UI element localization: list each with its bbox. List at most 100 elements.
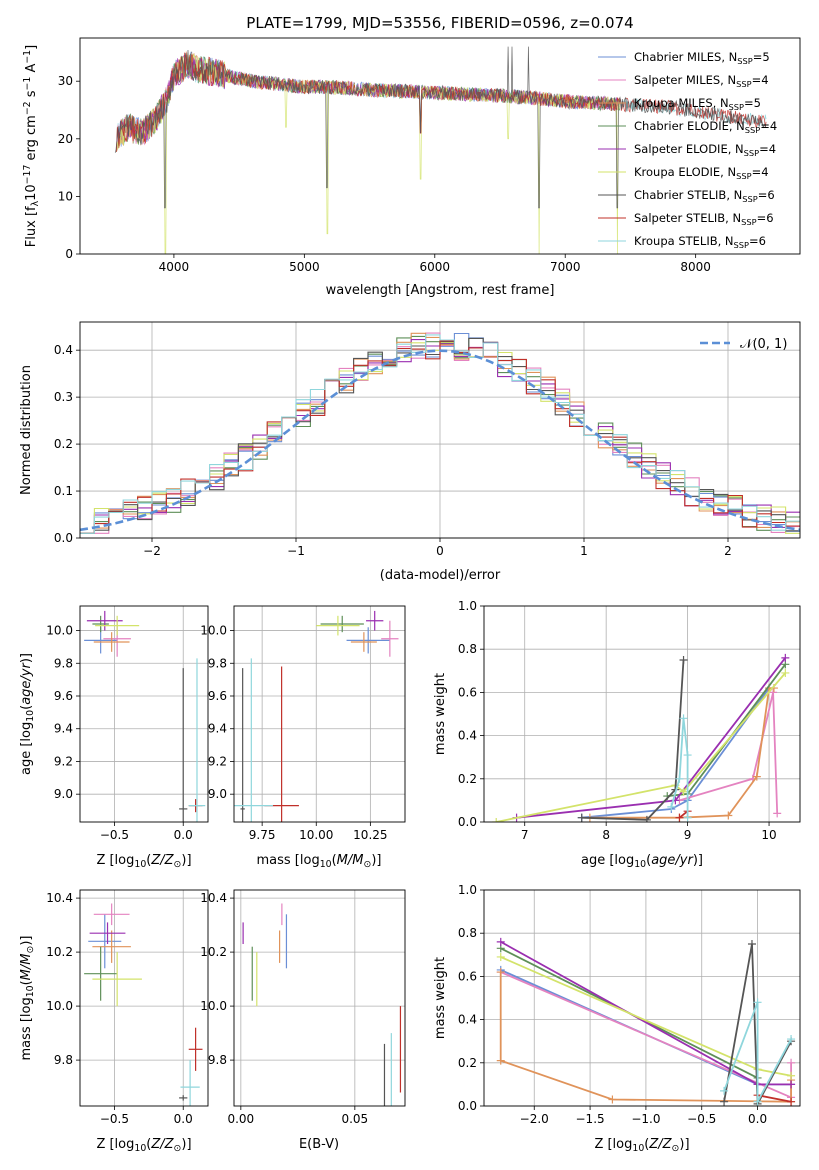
label-part: ] [24, 45, 39, 50]
x-tick-label: 6000 [420, 260, 451, 274]
weight-marker [679, 714, 688, 723]
legend-entry: Salpeter STELIB, NSSP=6 [634, 211, 774, 227]
label-part: Chabrier STELIB, N [634, 188, 742, 202]
label-part: Z [log [594, 1137, 632, 1152]
y-tick-label: 9.2 [208, 754, 227, 768]
plot-area [492, 653, 790, 822]
grid-lines [234, 890, 405, 1106]
y-axis-label: mass [log10(M/M⊙)] [19, 936, 36, 1061]
label-part: Salpeter MILES, N [634, 73, 736, 87]
weight-series-line [679, 692, 779, 814]
label-part: −1 [22, 77, 33, 91]
y-tick-label: 9.8 [208, 656, 227, 670]
x-tick-label: 4000 [159, 260, 190, 274]
axis-label: age [log10(age/yr)] [581, 853, 703, 870]
legend-entry: Chabrier MILES, NSSP=5 [634, 50, 770, 66]
axes-border [233, 889, 406, 1107]
label-part: 10 [24, 184, 39, 201]
label-part: 10 [320, 859, 332, 870]
x-axis-label: Z [log10(Z/Z⊙)] [594, 1137, 689, 1154]
label-part: SSP [737, 56, 752, 66]
x-tick-label: −1.0 [631, 1112, 660, 1126]
weight-marker [642, 815, 651, 822]
label-part: 10 [634, 859, 646, 870]
label-part: SSP [736, 171, 751, 181]
y-tick-label: 0.0 [458, 1099, 477, 1113]
weight-marker [787, 1071, 796, 1080]
weight-marker [753, 998, 762, 1007]
y-tick-label: 10.2 [200, 945, 227, 959]
x-tick-label: 8 [602, 828, 610, 842]
y-tick-label: 0 [65, 247, 73, 261]
weight-marker [683, 813, 692, 822]
label-part: ( [19, 705, 34, 710]
weight-marker [724, 811, 733, 820]
y-tick-label: 10 [58, 189, 73, 203]
plot-area [84, 610, 206, 822]
label-part: −17 [22, 165, 33, 185]
x-tick-label: 9.75 [249, 828, 276, 842]
weight-marker [747, 940, 756, 948]
legend-entry: Kroupa STELIB, NSSP=6 [634, 234, 766, 250]
y-axis-label: Normed distribution [19, 365, 34, 495]
label-part: =6 [757, 211, 774, 225]
weight-marker [683, 751, 692, 760]
label-part: Kroupa MILES, N [634, 96, 729, 110]
axes-frame: 7 8 9 10 0.0 0.2 0.4 0.6 0.8 1.0 mass weight age [l… [433, 599, 801, 870]
label-part: =4 [752, 73, 769, 87]
legend-entry: Kroupa ELODIE, NSSP=4 [634, 165, 769, 181]
label-part: SSP [744, 148, 759, 158]
label-part: ⊙ [174, 1143, 182, 1154]
label-part: Chabrier ELODIE, N [634, 119, 745, 133]
label-part: SSP [745, 125, 760, 135]
y-tick-label: 10.2 [46, 945, 73, 959]
chart-mass-vs-ebv: 0.00 0.05 9.8 10.0 10.2 10.4 E(B-V) [200, 889, 406, 1152]
axes-frame: 0.00 0.05 9.8 10.0 10.2 10.4 E(B-V) [200, 889, 406, 1152]
y-tick-label: 9.4 [54, 722, 73, 736]
y-tick-label: 10.0 [200, 624, 227, 638]
label-part: mass [log [257, 853, 320, 868]
plot-area [496, 937, 796, 1106]
plot-area [84, 903, 203, 1106]
normal-curve [80, 349, 800, 532]
label-part: Kroupa STELIB, N [634, 234, 734, 248]
axes-border [79, 321, 801, 539]
weight-series-line [496, 672, 786, 822]
axes-border [79, 37, 801, 255]
plot-area [234, 610, 399, 822]
legend-entry: Chabrier STELIB, NSSP=6 [634, 188, 775, 204]
y-tick-label: 10.0 [46, 624, 73, 638]
y-tick-label: 9.6 [54, 689, 73, 703]
label-part: 10 [134, 1143, 146, 1154]
weight-marker [675, 774, 684, 783]
y-tick-label: 10.0 [46, 999, 73, 1013]
label-part: −1 [22, 50, 33, 64]
y-tick-label: 9.2 [54, 754, 73, 768]
histogram-step [80, 334, 800, 534]
x-tick-label: 10.25 [353, 828, 387, 842]
weight-marker [769, 688, 778, 697]
label-part: age [log [19, 722, 34, 775]
y-tick-label: 0.4 [458, 1013, 477, 1027]
x-tick-label: 1 [580, 544, 588, 558]
y-tick-label: 0.4 [458, 729, 477, 743]
y-tick-label: 1.0 [458, 883, 477, 897]
label-part: λ [30, 200, 41, 206]
weight-marker [753, 1097, 762, 1106]
y-tick-label: 9.8 [54, 1053, 73, 1067]
y-tick-label: 0.8 [458, 926, 477, 940]
y-tick-label: 0.2 [54, 437, 73, 451]
weight-marker [787, 1080, 796, 1089]
y-tick-label: 0.2 [458, 1056, 477, 1070]
weight-marker [577, 813, 586, 822]
weight-marker [679, 656, 688, 664]
weight-series-line [581, 659, 685, 821]
label-part: erg cm [24, 115, 39, 164]
y-tick-label: 1.0 [458, 599, 477, 613]
x-tick-label: 8000 [680, 260, 711, 274]
